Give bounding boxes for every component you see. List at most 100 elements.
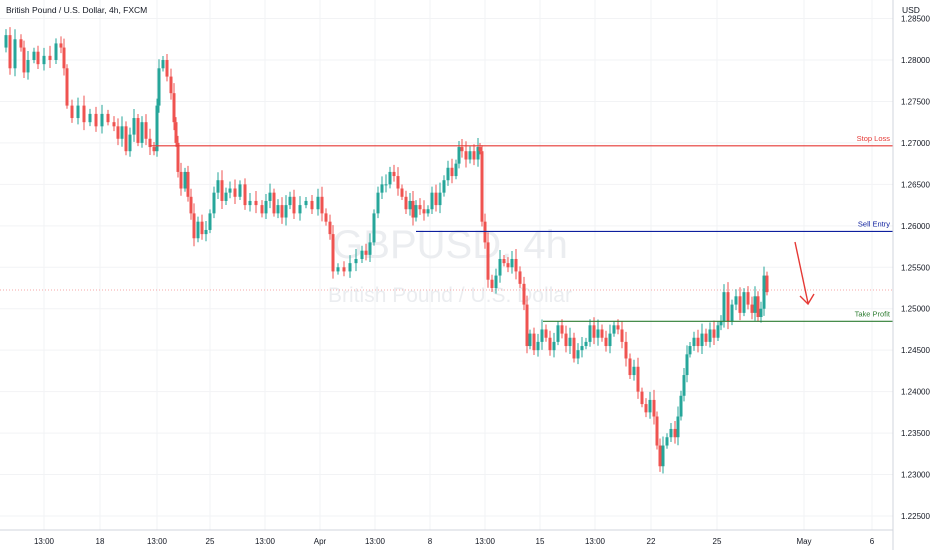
candle bbox=[510, 258, 514, 268]
candle bbox=[174, 122, 178, 143]
candle bbox=[548, 337, 552, 351]
candle bbox=[328, 221, 332, 235]
candle bbox=[560, 325, 564, 334]
time-axis: 13:00 18 13:00 25 13:00 Apr 13:00 8 13:00 15 13:00… bbox=[0, 529, 893, 546]
candle bbox=[502, 258, 506, 264]
candle bbox=[183, 171, 187, 189]
candle bbox=[478, 147, 482, 152]
candle bbox=[172, 93, 176, 123]
candle bbox=[411, 200, 415, 218]
candle bbox=[32, 51, 36, 60]
candle bbox=[498, 258, 502, 276]
candle bbox=[70, 105, 74, 119]
candle bbox=[376, 192, 380, 214]
candle bbox=[19, 39, 23, 48]
candle bbox=[36, 51, 40, 65]
candle bbox=[430, 192, 434, 210]
candle bbox=[372, 213, 376, 243]
time-tick-label: 13:00 bbox=[255, 537, 276, 546]
candle bbox=[152, 147, 156, 152]
candle bbox=[304, 200, 308, 206]
candle bbox=[464, 151, 468, 160]
candle bbox=[532, 333, 536, 351]
arrow-shaft bbox=[794, 241, 809, 304]
candle bbox=[644, 404, 648, 413]
candle bbox=[446, 167, 450, 181]
candle bbox=[580, 346, 584, 351]
candle bbox=[331, 234, 335, 272]
sell-entry-label: Sell Entry bbox=[858, 219, 890, 228]
price-tick-label: 1.27500 bbox=[901, 97, 930, 106]
candle bbox=[192, 213, 196, 239]
candle bbox=[238, 184, 242, 197]
price-tick-label: 1.28500 bbox=[901, 15, 930, 24]
candle bbox=[212, 192, 216, 214]
candle bbox=[661, 445, 665, 467]
candle bbox=[243, 184, 247, 206]
candle bbox=[472, 151, 476, 160]
candle bbox=[536, 341, 540, 351]
candle bbox=[8, 35, 12, 69]
candle bbox=[132, 118, 136, 135]
candle bbox=[750, 304, 754, 313]
candle bbox=[418, 205, 422, 210]
candle bbox=[116, 126, 120, 139]
candle bbox=[380, 184, 384, 193]
candle bbox=[82, 105, 86, 123]
candle bbox=[468, 151, 472, 160]
candle bbox=[564, 333, 568, 347]
candle bbox=[112, 122, 116, 127]
currency-label[interactable]: USD bbox=[902, 5, 920, 15]
candle bbox=[685, 354, 689, 376]
candle bbox=[65, 68, 69, 106]
candle bbox=[612, 325, 616, 334]
candle bbox=[264, 200, 268, 214]
candle bbox=[540, 329, 544, 342]
candle bbox=[268, 192, 272, 201]
candle bbox=[124, 126, 128, 152]
candle bbox=[742, 292, 746, 313]
candle bbox=[88, 113, 92, 123]
candle bbox=[648, 399, 652, 413]
candle bbox=[276, 205, 280, 214]
candle bbox=[280, 205, 284, 218]
candle bbox=[284, 205, 288, 218]
candle bbox=[186, 171, 190, 197]
price-axis-bg[interactable] bbox=[893, 0, 932, 550]
candle bbox=[624, 341, 628, 359]
price-tick-label: 1.22500 bbox=[901, 512, 930, 521]
candle bbox=[404, 196, 408, 210]
candle bbox=[62, 47, 66, 69]
time-tick-label: Apr bbox=[314, 537, 327, 546]
candle bbox=[596, 329, 600, 338]
candle bbox=[360, 250, 364, 259]
down-arrow-icon bbox=[794, 241, 815, 306]
candle bbox=[196, 221, 200, 239]
candle bbox=[730, 304, 734, 322]
candle bbox=[620, 329, 624, 342]
candle bbox=[679, 395, 683, 417]
stop-loss-label: Stop Loss bbox=[857, 134, 891, 143]
candle bbox=[189, 196, 193, 214]
candle bbox=[765, 275, 769, 293]
candle bbox=[592, 325, 596, 338]
candle bbox=[454, 163, 458, 177]
time-tick-label: 25 bbox=[206, 537, 215, 546]
candle bbox=[438, 192, 442, 206]
candle bbox=[552, 341, 556, 351]
candle bbox=[759, 308, 763, 318]
candle bbox=[506, 263, 510, 268]
candle bbox=[342, 267, 346, 272]
candle bbox=[476, 147, 480, 160]
price-tick-label: 1.26000 bbox=[901, 222, 930, 231]
candle bbox=[556, 325, 560, 342]
price-tick-label: 1.24000 bbox=[901, 388, 930, 397]
candle bbox=[216, 180, 220, 193]
candle bbox=[384, 184, 388, 186]
price-tick-label: 1.23000 bbox=[901, 471, 930, 480]
candle bbox=[522, 283, 526, 305]
candle bbox=[658, 445, 662, 467]
candle bbox=[669, 428, 673, 438]
